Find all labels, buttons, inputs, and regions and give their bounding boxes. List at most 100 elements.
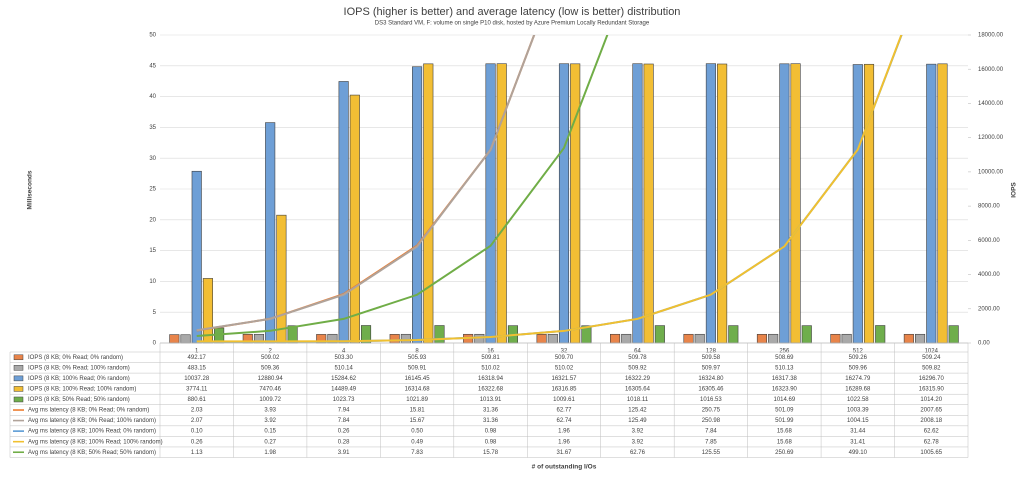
legend-swatch — [13, 396, 24, 403]
table-value: 31.36 — [483, 418, 499, 424]
table-value: 509.02 — [261, 355, 280, 361]
table-value: 499.10 — [849, 450, 868, 456]
bar — [496, 63, 507, 344]
y-tick-label: 50 — [149, 33, 156, 39]
y2-tick-label: 16000.00 — [978, 67, 1004, 73]
chart-title: IOPS (higher is better) and average late… — [344, 6, 681, 18]
table-value: 250.98 — [702, 418, 721, 424]
bar — [915, 333, 926, 344]
table-value: 3.92 — [632, 429, 644, 435]
table-value: 509.97 — [702, 365, 721, 371]
table-value: 62.62 — [924, 429, 940, 435]
table-value: 15.67 — [410, 418, 426, 424]
table-value: 14489.49 — [331, 387, 357, 393]
x-tick-label: 512 — [853, 349, 864, 355]
x-tick-label: 64 — [634, 349, 641, 355]
table-value: 1.96 — [558, 429, 570, 435]
legend-label: Avg ms latency (8 KB; 50% Read; 50% rand… — [28, 450, 156, 456]
table-value: 16322.68 — [478, 387, 504, 393]
legend-label: Avg ms latency (8 KB; 100% Read; 100% ra… — [28, 439, 163, 445]
bar — [400, 333, 411, 344]
bar — [875, 325, 886, 344]
bar — [863, 63, 875, 344]
table-value: 0.49 — [411, 439, 423, 445]
table-value: 509.36 — [261, 365, 280, 371]
table-value: 3774.11 — [186, 387, 208, 393]
y2-tick-label: 10000.00 — [978, 169, 1004, 175]
y2-tick-label: 4000.00 — [978, 272, 1000, 278]
table-value: 16305.64 — [625, 387, 651, 393]
line — [196, 35, 536, 332]
table-value: 509.92 — [628, 365, 647, 371]
table-value: 1013.91 — [480, 397, 502, 403]
table-value: 0.28 — [338, 439, 350, 445]
y-tick-label: 35 — [149, 125, 156, 131]
bar — [485, 63, 496, 344]
table-value: 2007.65 — [920, 408, 942, 414]
y2-tick-label: 18000.00 — [978, 33, 1004, 39]
bar — [768, 333, 779, 344]
x-tick-label: 128 — [706, 349, 717, 355]
table-value: 125.55 — [702, 450, 721, 456]
y-tick-label: 20 — [149, 217, 156, 223]
table-value: 1014.20 — [920, 397, 942, 403]
bar — [423, 63, 434, 344]
table-value: 7.84 — [705, 429, 717, 435]
table-value: 0.26 — [191, 439, 203, 445]
y2-tick-label: 12000.00 — [978, 135, 1004, 141]
x-tick-label: 32 — [561, 349, 568, 355]
table-value: 16315.90 — [919, 387, 945, 393]
table-value: 7.85 — [705, 439, 717, 445]
y-tick-label: 45 — [149, 63, 156, 69]
bar — [801, 325, 812, 344]
x-tick-label: 4 — [342, 349, 346, 355]
table-value: 510.13 — [775, 365, 794, 371]
table-value: 3.92 — [264, 418, 276, 424]
bar — [705, 63, 716, 344]
table-value: 1018.11 — [627, 397, 649, 403]
y2-tick-label: 6000.00 — [978, 238, 1000, 244]
bar — [632, 63, 643, 344]
bar — [926, 63, 937, 344]
table-value: 1021.89 — [406, 397, 428, 403]
table-value: 250.75 — [702, 408, 721, 414]
table-value: 250.69 — [775, 450, 794, 456]
bar — [434, 325, 445, 344]
table-value: 7.84 — [338, 418, 350, 424]
table-value: 1003.39 — [847, 408, 869, 414]
table-value: 15284.62 — [331, 376, 357, 382]
legend-swatch — [13, 375, 24, 382]
legend-label: Avg ms latency (8 KB; 0% Read; 100% rand… — [28, 418, 156, 424]
legend-label: IOPS (8 KB; 0% Read; 0% random) — [28, 355, 123, 361]
y-tick-label: 10 — [149, 279, 156, 285]
bar — [948, 325, 959, 344]
table-value: 15.81 — [410, 408, 426, 414]
table-value: 0.27 — [264, 439, 276, 445]
bar — [265, 122, 276, 344]
table-value: 509.82 — [922, 365, 941, 371]
x-axis-title: # of outstanding I/Os — [532, 464, 597, 471]
table-value: 3.93 — [264, 408, 276, 414]
table-value: 12880.94 — [258, 376, 284, 382]
bar — [728, 325, 739, 344]
table-value: 2.07 — [191, 418, 203, 424]
bar — [717, 63, 728, 344]
table-value: 510.02 — [555, 365, 574, 371]
bar — [202, 278, 213, 344]
line — [196, 35, 609, 338]
table-value: 16316.85 — [551, 387, 577, 393]
bar — [191, 170, 202, 344]
bar — [180, 334, 191, 344]
y-tick-label: 25 — [149, 187, 156, 193]
table-value: 509.91 — [408, 365, 427, 371]
table-value: 15.78 — [483, 450, 499, 456]
y2-tick-label: 2000.00 — [978, 306, 1000, 312]
bar — [338, 81, 349, 344]
bar — [694, 333, 705, 344]
table-value: 0.15 — [264, 429, 276, 435]
table-value: 16322.29 — [625, 376, 651, 382]
table-value: 16318.94 — [478, 376, 504, 382]
table-value: 501.09 — [775, 408, 794, 414]
bar — [654, 325, 665, 344]
